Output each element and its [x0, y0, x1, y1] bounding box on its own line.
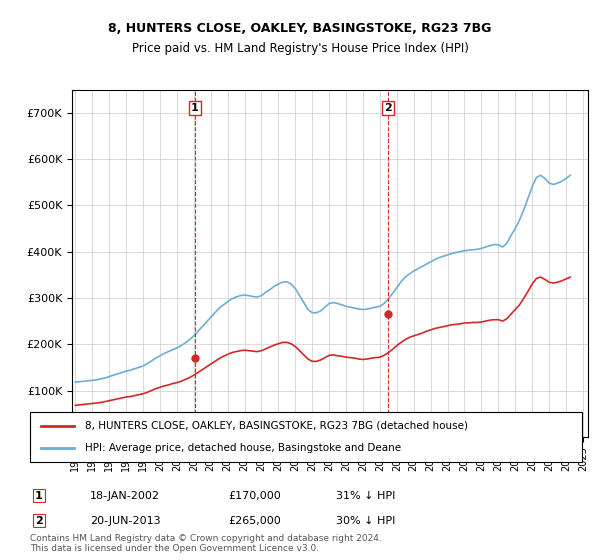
Text: 1: 1	[191, 103, 199, 113]
Text: 8, HUNTERS CLOSE, OAKLEY, BASINGSTOKE, RG23 7BG: 8, HUNTERS CLOSE, OAKLEY, BASINGSTOKE, R…	[109, 22, 491, 35]
Text: Price paid vs. HM Land Registry's House Price Index (HPI): Price paid vs. HM Land Registry's House …	[131, 42, 469, 55]
Text: 2: 2	[384, 103, 392, 113]
Text: £170,000: £170,000	[228, 491, 281, 501]
FancyBboxPatch shape	[30, 412, 582, 462]
Text: Contains HM Land Registry data © Crown copyright and database right 2024.
This d: Contains HM Land Registry data © Crown c…	[30, 534, 382, 553]
Text: 31% ↓ HPI: 31% ↓ HPI	[336, 491, 395, 501]
Text: 2: 2	[35, 516, 43, 526]
Text: 30% ↓ HPI: 30% ↓ HPI	[336, 516, 395, 526]
Text: HPI: Average price, detached house, Basingstoke and Deane: HPI: Average price, detached house, Basi…	[85, 443, 401, 453]
Text: 18-JAN-2002: 18-JAN-2002	[90, 491, 160, 501]
Text: 20-JUN-2013: 20-JUN-2013	[90, 516, 161, 526]
Text: £265,000: £265,000	[228, 516, 281, 526]
Text: 1: 1	[35, 491, 43, 501]
Text: 8, HUNTERS CLOSE, OAKLEY, BASINGSTOKE, RG23 7BG (detached house): 8, HUNTERS CLOSE, OAKLEY, BASINGSTOKE, R…	[85, 421, 468, 431]
